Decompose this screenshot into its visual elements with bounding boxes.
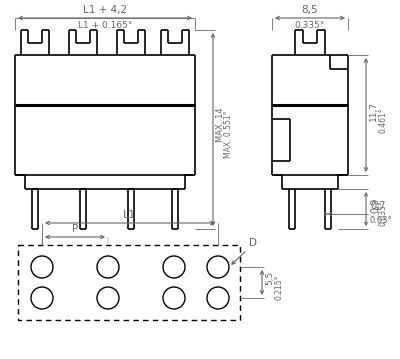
- Text: 0.215°: 0.215°: [274, 275, 283, 300]
- Text: 5,5: 5,5: [265, 270, 274, 285]
- Text: 11,7: 11,7: [369, 101, 378, 121]
- Text: 0.461°: 0.461°: [378, 107, 387, 133]
- Text: L1 + 0.165°: L1 + 0.165°: [78, 21, 132, 30]
- Text: P: P: [72, 224, 78, 234]
- Text: 0,9: 0,9: [370, 197, 380, 213]
- Text: 0,7: 0,7: [370, 201, 386, 211]
- Text: 8,5: 8,5: [302, 5, 318, 15]
- Text: D: D: [249, 238, 257, 248]
- Bar: [18, 245, 240, 320]
- Text: MAX. 0.551°: MAX. 0.551°: [224, 111, 233, 158]
- Text: MAX. 14: MAX. 14: [216, 107, 225, 142]
- Text: 0.03°: 0.03°: [370, 216, 393, 225]
- Text: 0.035°: 0.035°: [378, 200, 387, 226]
- Text: L1 + 4,2: L1 + 4,2: [83, 5, 127, 15]
- Text: 0.335°: 0.335°: [295, 21, 325, 30]
- Text: L1: L1: [123, 210, 137, 220]
